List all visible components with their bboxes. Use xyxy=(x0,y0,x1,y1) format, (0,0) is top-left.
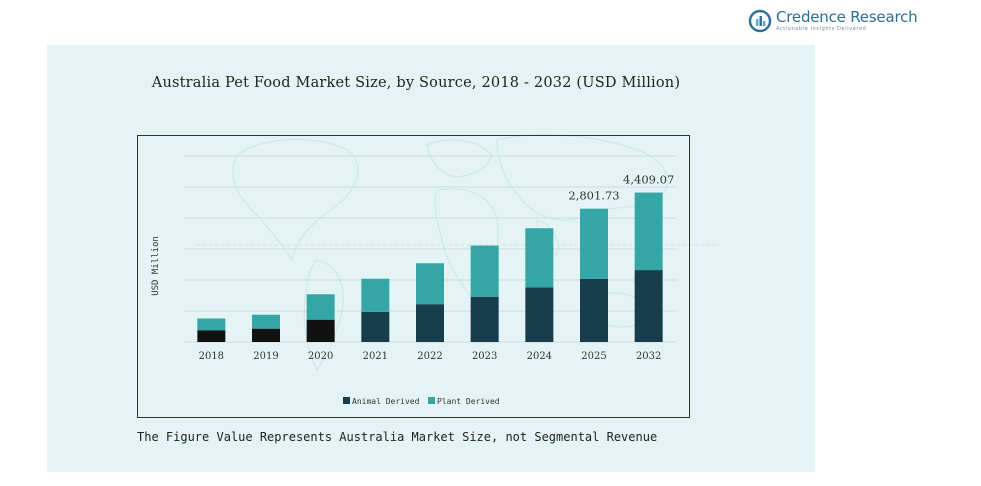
bar-plant-derived-2021 xyxy=(361,278,390,312)
bar-plant-derived-2020 xyxy=(306,294,335,320)
x-tick-label: 2024 xyxy=(527,351,552,362)
legend-swatch-plant-derived xyxy=(428,397,435,404)
stacked-bar-chart: USD Million 2018 2019 2020 2021 2022 2023 2024 2… xyxy=(151,155,676,406)
brand-tagline: Actionable Insights Delivered xyxy=(776,26,867,32)
legend-label-plant-derived: Plant Derived xyxy=(437,397,500,406)
y-axis-label: USD Million xyxy=(151,236,161,296)
x-tick-label: 2032 xyxy=(636,351,661,362)
bar-animal-derived-2021 xyxy=(361,311,390,342)
bar-animal-derived-2024 xyxy=(525,287,554,342)
data-label-2025: 2,801.73 xyxy=(568,189,619,203)
bar-plant-derived-2032 xyxy=(634,192,663,271)
bar-animal-derived-2019 xyxy=(252,328,280,342)
bar-plant-derived-2018 xyxy=(197,318,226,331)
plot-frame: USD Million 2018 2019 2020 2021 2022 2023 2024 2… xyxy=(137,135,690,418)
bar-plant-derived-2023 xyxy=(470,245,499,297)
chart-title: Australia Pet Food Market Size, by Sourc… xyxy=(151,75,681,91)
x-tick-label: 2021 xyxy=(363,351,388,362)
bar-animal-derived-2023 xyxy=(470,296,499,342)
bar-animal-derived-2025 xyxy=(580,278,608,342)
brand-logo: Credence Research Actionable Insights De… xyxy=(748,6,918,36)
figure-caption: The Figure Value Represents Australia Ma… xyxy=(137,430,658,444)
brand-name: Credence Research xyxy=(776,8,918,26)
bar-animal-derived-2022 xyxy=(416,304,444,342)
x-tick-label: 2022 xyxy=(417,351,442,362)
bar-plant-derived-2025 xyxy=(580,208,608,279)
x-tick-label: 2025 xyxy=(581,351,606,362)
legend-label-animal-derived: Animal Derived xyxy=(352,397,420,406)
x-tick-label: 2018 xyxy=(199,351,224,362)
x-tick-label: 2019 xyxy=(253,351,278,362)
world-map-background xyxy=(197,134,717,371)
legend-swatch-animal-derived xyxy=(343,397,350,404)
x-tick-label: 2020 xyxy=(308,351,333,362)
chart-panel: Australia Pet Food Market Size, by Sourc… xyxy=(47,45,815,472)
bar-animal-derived-2032 xyxy=(634,270,663,342)
bar-plant-derived-2024 xyxy=(525,228,554,288)
bar-plant-derived-2019 xyxy=(252,314,280,329)
data-label-2032: 4,409.07 xyxy=(623,173,674,187)
x-tick-label: 2023 xyxy=(472,351,497,362)
bar-animal-derived-2020 xyxy=(306,319,335,342)
bar-animal-derived-2018 xyxy=(197,330,226,342)
credence-logo-icon xyxy=(748,9,772,33)
bar-plant-derived-2022 xyxy=(416,263,444,305)
